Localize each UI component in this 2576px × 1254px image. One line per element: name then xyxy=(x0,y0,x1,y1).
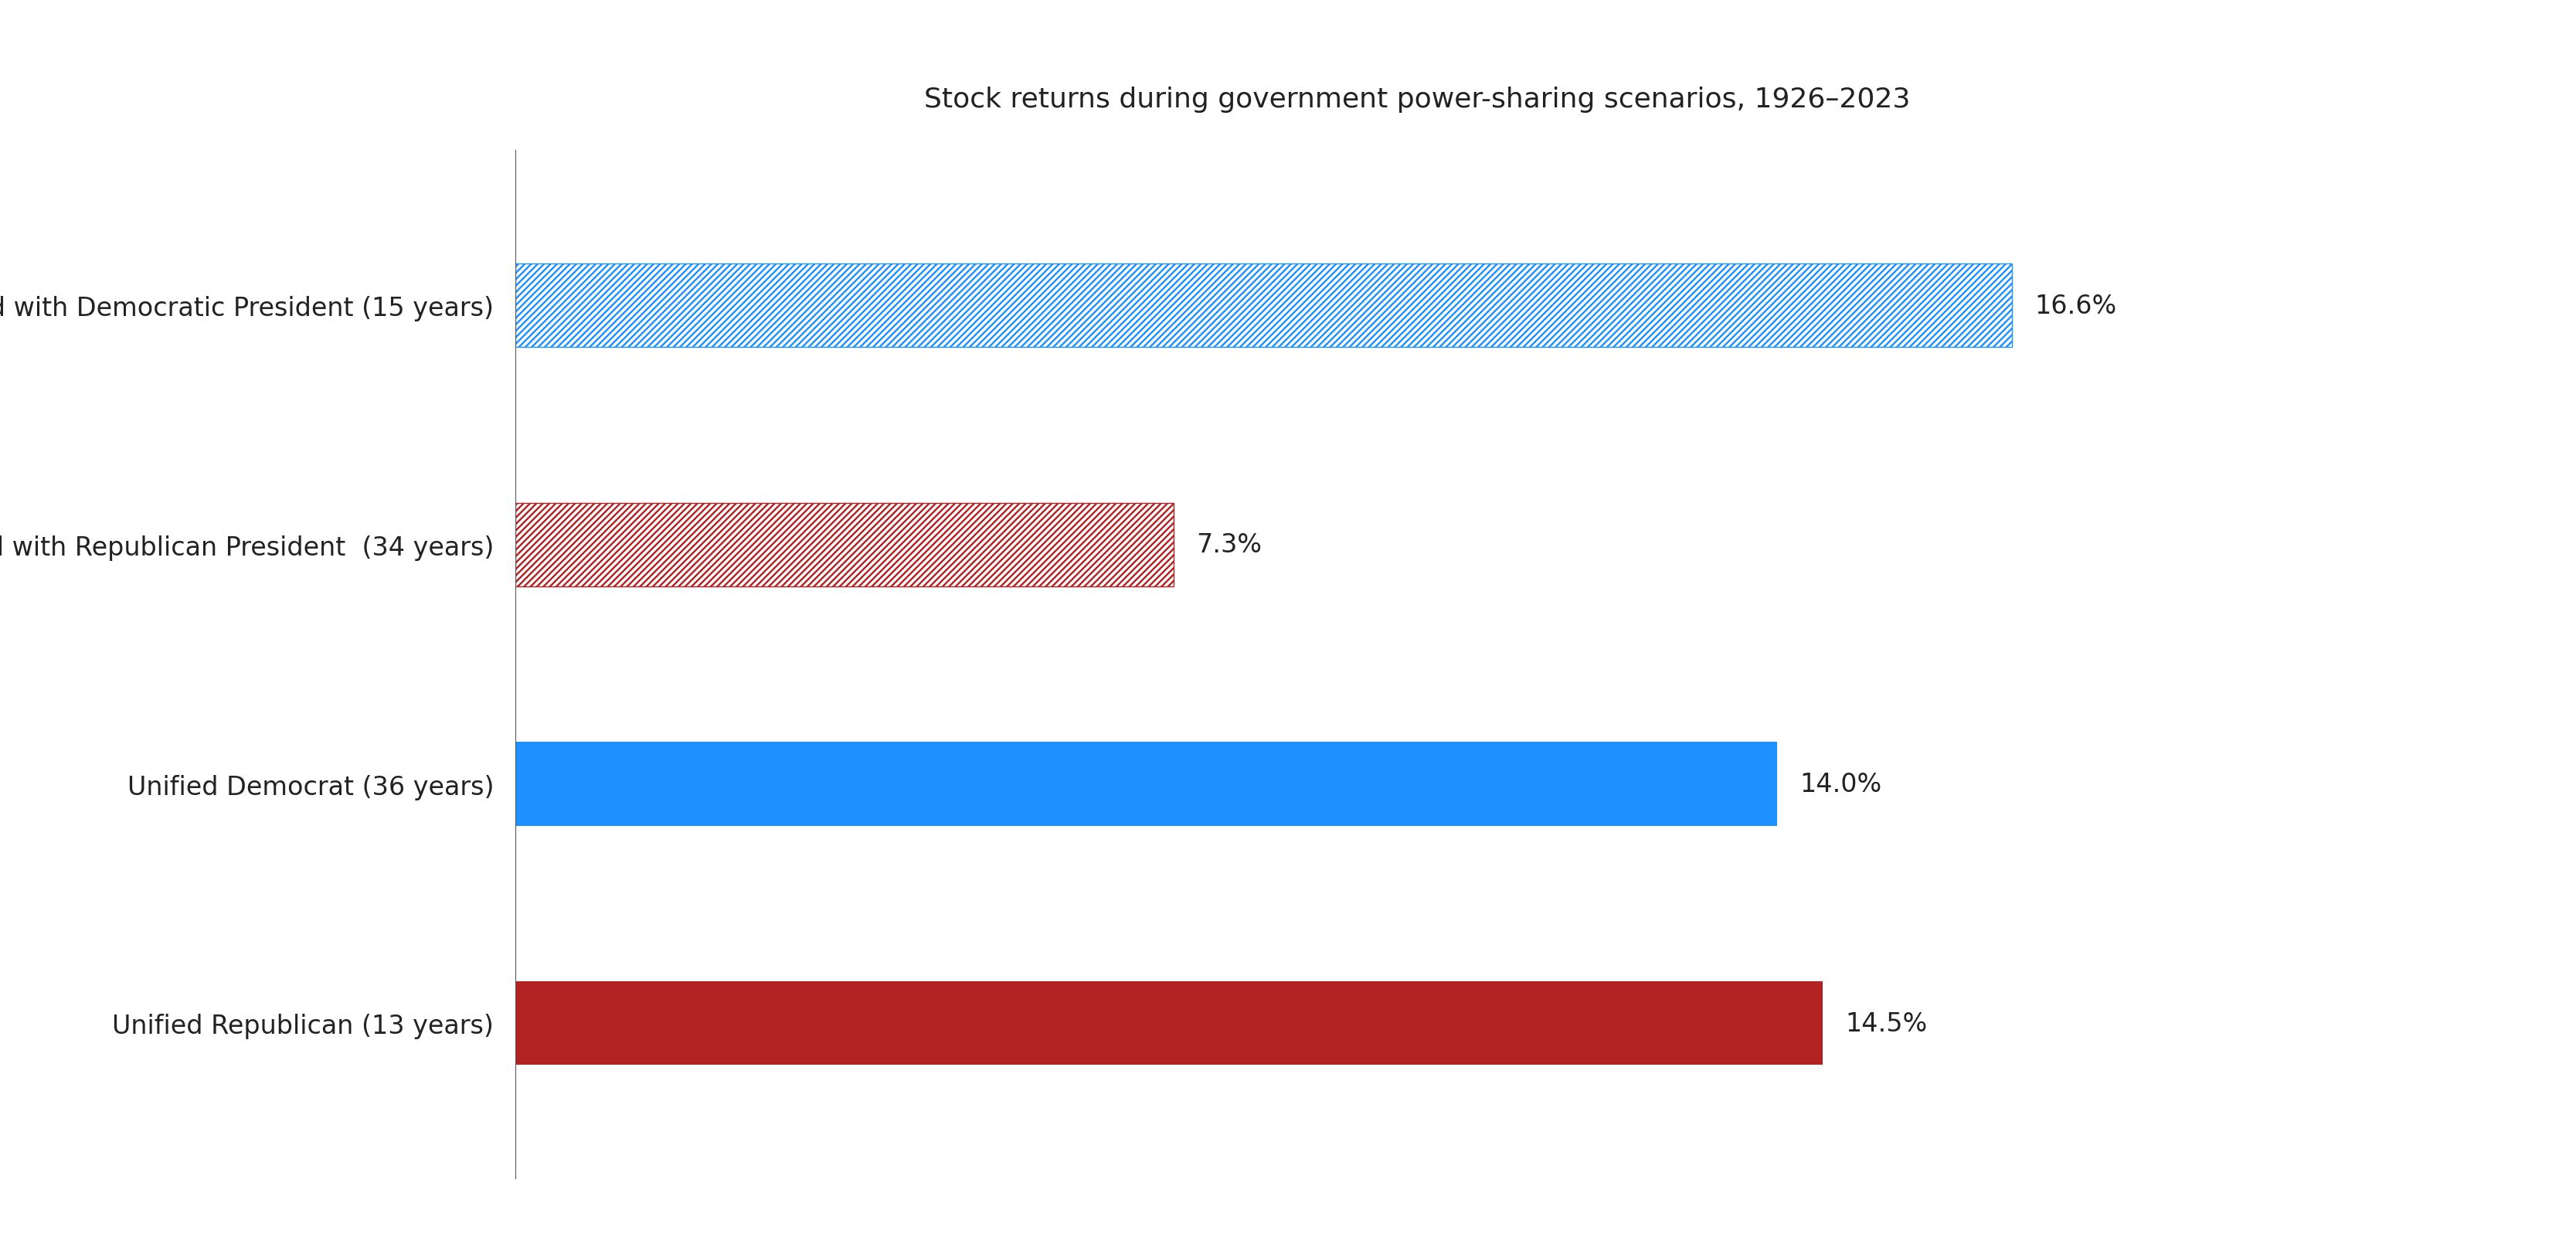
Bar xyxy=(515,265,2012,347)
Text: 14.5%: 14.5% xyxy=(1844,1011,1927,1036)
Text: 16.6%: 16.6% xyxy=(2035,293,2117,319)
Bar xyxy=(515,503,1175,587)
Bar xyxy=(515,265,2012,347)
Bar xyxy=(515,503,1175,587)
Bar xyxy=(515,982,1824,1065)
Bar xyxy=(515,265,2012,347)
Title: Stock returns during government power-sharing scenarios, 1926–2023: Stock returns during government power-sh… xyxy=(925,87,1909,113)
Bar xyxy=(515,742,1777,826)
Text: 14.0%: 14.0% xyxy=(1801,771,1883,798)
Text: 7.3%: 7.3% xyxy=(1195,532,1262,558)
Bar xyxy=(515,503,1175,587)
